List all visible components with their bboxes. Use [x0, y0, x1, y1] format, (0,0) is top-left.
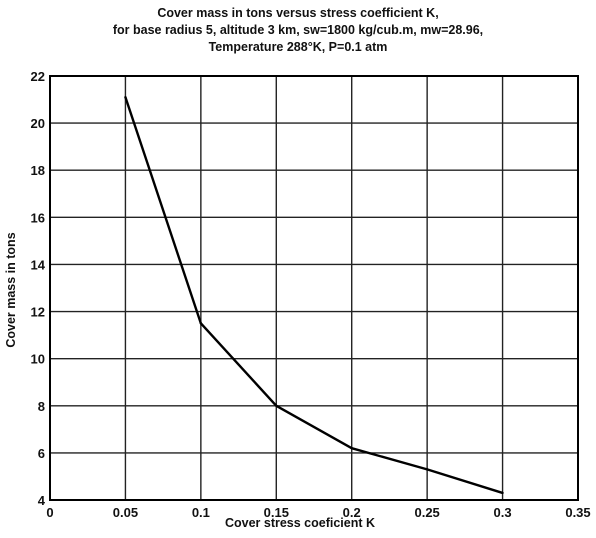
tick-labels: 0 0.05 0.1 0.15 0.2 0.25 0.3 0.35 4 6 8 10 12 14 16 18 2…: [31, 69, 591, 520]
data-point: [501, 491, 504, 495]
x-tick-label: 0.05: [113, 505, 138, 520]
y-tick-label: 8: [38, 399, 45, 414]
y-tick-label: 20: [31, 116, 45, 131]
y-tick-label: 12: [31, 305, 45, 320]
x-axis-label: Cover stress coeficient K: [224, 516, 376, 530]
y-tick-label: 4: [38, 493, 46, 508]
x-tick-label: 0.3: [494, 505, 512, 520]
x-tick-label: 0.25: [414, 505, 439, 520]
grid: [50, 76, 578, 500]
y-tick-label: 18: [31, 163, 45, 178]
x-tick-label: 0.35: [565, 505, 590, 520]
data-point: [350, 446, 353, 450]
data-point: [425, 468, 429, 471]
data-point: [199, 322, 203, 325]
x-tick-label: 0.2: [343, 505, 361, 520]
data-point: [124, 96, 127, 99]
chart-title-line-1: Cover mass in tons versus stress coeffic…: [157, 6, 439, 20]
y-tick-label: 16: [31, 210, 45, 225]
x-tick-label: 0: [46, 505, 53, 520]
y-tick-label: 6: [38, 446, 45, 461]
series-line-cover-mass: [124, 96, 503, 495]
plot-frame: [49, 75, 579, 501]
y-tick-label: 22: [31, 69, 45, 84]
x-tick-label: 0.15: [264, 505, 289, 520]
chart-title-line-3: Temperature 288°K, P=0.1 atm: [208, 40, 388, 54]
y-tick-label: 14: [31, 257, 46, 272]
data-point: [275, 404, 278, 407]
y-tick-label: 10: [31, 352, 45, 367]
x-tick-label: 0.1: [192, 505, 210, 520]
chart-title-line-2: for base radius 5, altitude 3 km, sw=180…: [112, 23, 484, 37]
y-axis-label: Cover mass in tons: [4, 232, 18, 348]
series-layer: [124, 96, 504, 495]
